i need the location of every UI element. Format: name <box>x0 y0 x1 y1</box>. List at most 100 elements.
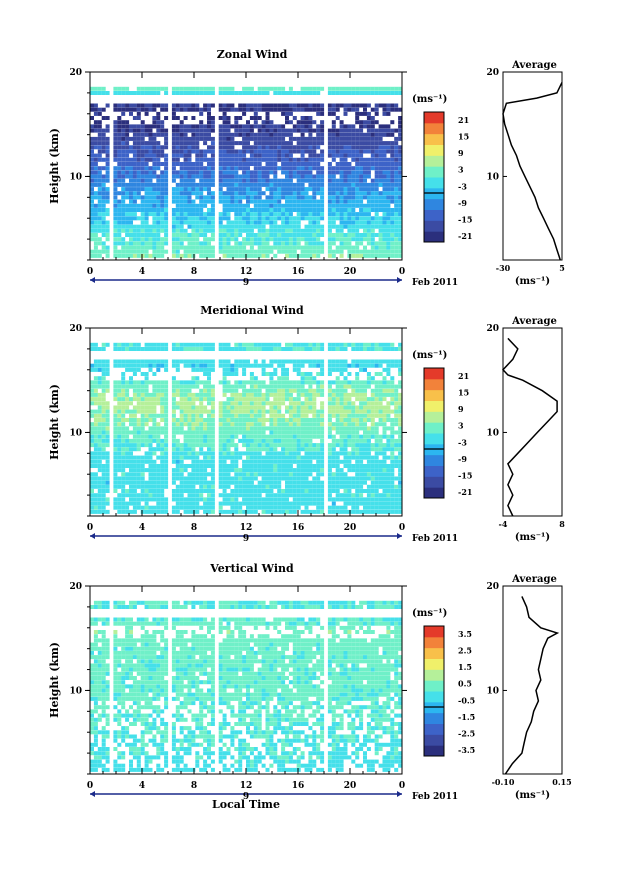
heatmap-cell <box>383 195 387 199</box>
heatmap-cell <box>98 87 102 91</box>
heatmap-cell <box>203 451 207 455</box>
heatmap-cell <box>293 233 297 237</box>
heatmap-cell <box>258 439 262 443</box>
heatmap-cell <box>145 108 149 112</box>
heatmap-cell <box>390 104 394 108</box>
heatmap-cell <box>188 401 192 405</box>
heatmap-cell <box>273 389 277 393</box>
heatmap-cell <box>297 406 301 410</box>
heatmap-cell <box>90 145 94 149</box>
heatmap-cell <box>223 208 227 212</box>
heatmap-cell <box>199 439 203 443</box>
heatmap-cell <box>219 426 223 430</box>
heatmap-cell <box>242 208 246 212</box>
heatmap-cell <box>281 225 285 229</box>
heatmap-cell <box>164 183 168 187</box>
heatmap-cell <box>125 241 129 245</box>
heatmap-cell <box>141 250 145 254</box>
heatmap-cell <box>316 162 320 166</box>
heatmap-cell <box>152 389 156 393</box>
heatmap-cell <box>281 497 285 501</box>
heatmap-cell <box>363 141 367 145</box>
heatmap-cell <box>266 493 270 497</box>
heatmap-cell <box>293 485 297 489</box>
heatmap-cell <box>301 229 305 233</box>
heatmap-cell <box>340 393 344 397</box>
heatmap-cell <box>145 141 149 145</box>
heatmap-cell <box>258 456 262 460</box>
heatmap-cell <box>269 212 273 216</box>
heatmap-cell <box>254 468 258 472</box>
heatmap-cell <box>102 456 106 460</box>
heatmap-cell <box>344 464 348 468</box>
heatmap-cell <box>184 250 188 254</box>
heatmap-cell <box>207 451 211 455</box>
heatmap-cell <box>149 510 153 514</box>
heatmap-cell <box>145 485 149 489</box>
heatmap-cell <box>94 120 98 124</box>
heatmap-cell <box>320 443 324 447</box>
heatmap-cell <box>199 170 203 174</box>
heatmap-cell <box>94 158 98 162</box>
heatmap-cell <box>98 254 102 258</box>
heatmap-cell <box>98 385 102 389</box>
heatmap-cell <box>149 418 153 422</box>
heatmap-cell <box>316 250 320 254</box>
heatmap-cell <box>145 87 149 91</box>
heatmap-cell <box>207 200 211 204</box>
heatmap-cell <box>332 368 336 372</box>
heatmap-cell <box>320 472 324 476</box>
heatmap-cell <box>203 435 207 439</box>
heatmap-cell <box>281 141 285 145</box>
heatmap-cell <box>156 254 160 258</box>
heatmap-cell <box>293 447 297 451</box>
heatmap-cell <box>293 162 297 166</box>
heatmap-cell <box>262 372 266 376</box>
heatmap-cell <box>332 145 336 149</box>
heatmap-cell <box>266 389 270 393</box>
heatmap-cell <box>246 360 250 364</box>
heatmap-cell <box>207 133 211 137</box>
heatmap-cell <box>390 162 394 166</box>
heatmap-cell <box>102 493 106 497</box>
heatmap-cell <box>289 120 293 124</box>
heatmap-cell <box>320 489 324 493</box>
heatmap-cell <box>386 141 390 145</box>
heatmap-cell <box>234 154 238 158</box>
heatmap-cell <box>297 347 301 351</box>
heatmap-cell <box>273 410 277 414</box>
heatmap-cell <box>266 91 270 95</box>
heatmap-cell <box>223 343 227 347</box>
heatmap-cell <box>390 187 394 191</box>
heatmap-cell <box>344 137 348 141</box>
heatmap-cell <box>113 166 117 170</box>
heatmap-cell <box>340 401 344 405</box>
heatmap-cell <box>242 104 246 108</box>
heatmap-cell <box>347 418 351 422</box>
heatmap-cell <box>316 380 320 384</box>
heatmap-cell <box>254 451 258 455</box>
heatmap-cell <box>149 456 153 460</box>
heatmap-cell <box>262 137 266 141</box>
heatmap-cell <box>246 187 250 191</box>
heatmap-cell <box>285 208 289 212</box>
heatmap-cell <box>289 414 293 418</box>
heatmap-cell <box>301 129 305 133</box>
heatmap-cell <box>285 426 289 430</box>
heatmap-cell <box>137 468 141 472</box>
heatmap-cell <box>320 124 324 128</box>
heatmap-cell <box>188 170 192 174</box>
heatmap-cell <box>312 414 316 418</box>
heatmap-cell <box>355 472 359 476</box>
heatmap-cell <box>336 385 340 389</box>
heatmap-cell <box>195 221 199 225</box>
heatmap-cell <box>262 229 266 233</box>
heatmap-cell <box>344 112 348 116</box>
heatmap-cell <box>297 343 301 347</box>
heatmap-cell <box>223 489 227 493</box>
heatmap-cell <box>242 250 246 254</box>
heatmap-cell <box>199 364 203 368</box>
heatmap-cell <box>113 347 117 351</box>
heatmap-cell <box>316 493 320 497</box>
heatmap-cell <box>160 456 164 460</box>
